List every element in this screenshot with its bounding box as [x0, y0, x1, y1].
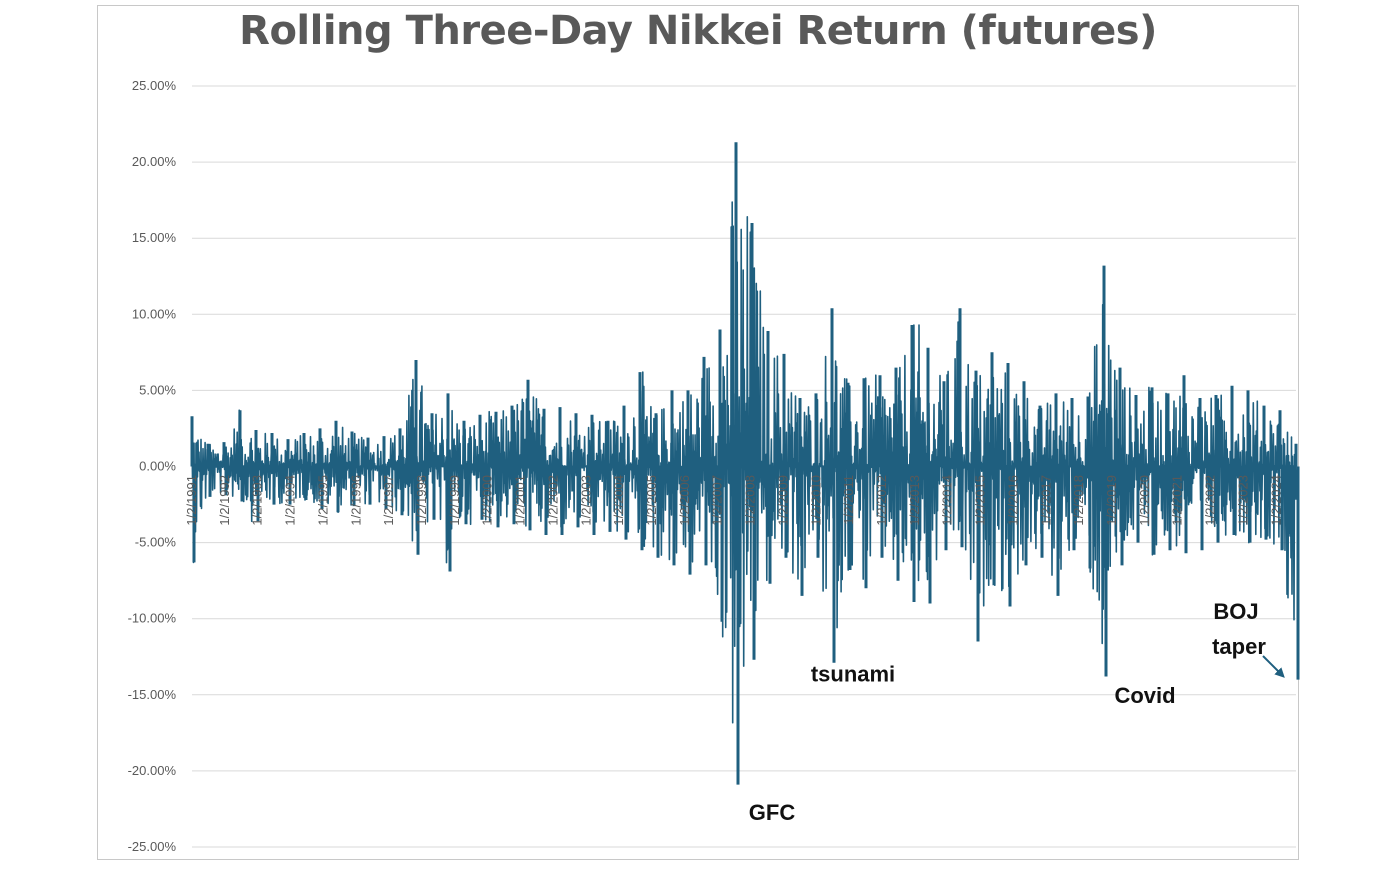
annotation-covid: Covid — [1114, 683, 1175, 708]
x-tick-label: 1/2/2000 — [480, 475, 495, 526]
y-tick-label: -20.00% — [128, 763, 177, 778]
y-tick-label: -25.00% — [128, 839, 177, 854]
annotations: GFC tsunami Covid BOJ taper — [749, 599, 1285, 825]
x-tick-label: 1/2/2012 — [874, 475, 889, 526]
x-tick-label: 1/2/2023 — [1235, 475, 1250, 526]
x-tick-label: 1/2/2021 — [1170, 475, 1185, 526]
chart-title: Rolling Three-Day Nikkei Return (futures… — [239, 8, 1157, 54]
y-tick-label: 10.00% — [132, 306, 177, 321]
x-tick-label: 1/2/2017 — [1038, 475, 1053, 526]
annotation-gfc: GFC — [749, 800, 796, 825]
x-tick-label: 1/2/2013 — [907, 475, 922, 526]
x-tick-label: 1/2/1991 — [184, 475, 199, 526]
y-tick-label: -10.00% — [128, 611, 177, 626]
y-tick-label: 5.00% — [139, 382, 176, 397]
x-tick-label: 1/2/1995 — [315, 475, 330, 526]
annotation-tsunami: tsunami — [811, 661, 895, 686]
x-tick-label: 1/2/2022 — [1203, 475, 1218, 526]
x-tick-label: 1/2/2005 — [644, 475, 659, 526]
x-tick-label: 1/2/1993 — [250, 475, 265, 526]
x-tick-label: 1/2/2001 — [513, 475, 528, 526]
x-tick-label: 1/2/2011 — [841, 475, 856, 525]
x-axis: 1/2/1991 1/2/1992 1/2/1993 1/2/1994 1/2/1995… — [184, 475, 1283, 526]
x-tick-label: 1/2/2002 — [545, 475, 560, 526]
y-tick-label: 25.00% — [132, 78, 177, 93]
x-tick-label: 1/2/2010 — [808, 475, 823, 526]
x-tick-label: 1/2/1994 — [283, 475, 298, 526]
y-tick-label: 15.00% — [132, 230, 177, 245]
x-tick-label: 1/2/2015 — [973, 475, 988, 526]
x-tick-label: 1/2/2018 — [1071, 475, 1086, 526]
x-tick-label: 1/2/2019 — [1104, 475, 1119, 526]
x-tick-label: 1/2/1997 — [381, 475, 396, 526]
x-tick-label: 1/2/2024 — [1268, 475, 1283, 526]
x-tick-label: 1/2/1992 — [217, 475, 232, 526]
x-tick-label: 1/2/2004 — [611, 475, 626, 526]
x-tick-label: 1/2/1999 — [447, 475, 462, 526]
boj-taper-arrow — [1262, 655, 1285, 678]
annotation-taper: taper — [1212, 634, 1266, 659]
y-tick-label: 0.00% — [139, 459, 176, 474]
y-tick-label: 20.00% — [132, 154, 177, 169]
x-tick-label: 1/2/2007 — [710, 475, 725, 526]
x-tick-label: 1/2/2006 — [677, 475, 692, 526]
series-layer — [190, 142, 1300, 785]
y-tick-label: -5.00% — [135, 535, 177, 550]
y-axis: 25.00% 20.00% 15.00% 10.00% 5.00% 0.00% -5.00%… — [128, 78, 177, 854]
x-tick-label: 1/2/2020 — [1137, 475, 1152, 526]
x-tick-label: 1/2/1996 — [348, 475, 363, 526]
annotation-boj: BOJ — [1213, 599, 1258, 624]
y-tick-label: -15.00% — [128, 687, 177, 702]
x-tick-label: 1/2/2016 — [1005, 475, 1020, 526]
x-tick-label: 1/2/2009 — [775, 475, 790, 526]
x-tick-label: 1/2/2008 — [743, 475, 758, 526]
x-tick-label: 1/2/1998 — [414, 475, 429, 526]
series-line — [191, 201, 1297, 724]
x-tick-label: 1/2/2003 — [578, 475, 593, 526]
x-tick-label: 1/2/2014 — [940, 475, 955, 526]
series-extremes — [190, 142, 1300, 785]
